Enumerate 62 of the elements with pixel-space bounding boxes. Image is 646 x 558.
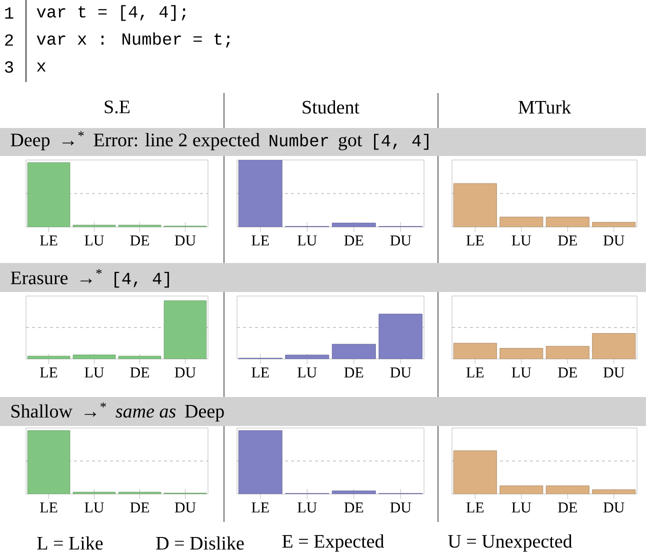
x-tick-label: DU [603,502,624,512]
text: E = Expected [282,534,384,552]
text: 1 [5,7,14,19]
chart-title: MTurk [518,100,572,114]
text: Deep [10,134,50,150]
text: D = Dislike [156,536,244,550]
text: 3 [4,61,14,73]
x-tick-label: LE [466,368,484,378]
x-tick-label: LU [298,236,317,246]
chart-title: Student [302,100,360,114]
x-tick-label: DU [174,236,196,246]
x-tick-label: DE [344,502,364,512]
text: var t = [4, 4]; [36,5,186,21]
x-tick-label: LU [84,236,104,246]
x-tick-label: LE [40,236,58,246]
text: 2 [5,34,13,46]
text: same as [116,408,176,418]
x-tick-label: LE [40,368,58,378]
text: L = Like [37,536,103,550]
text: Number [270,134,328,146]
text: got [338,136,362,150]
x-tick-label: DE [344,368,364,378]
text: →$^{*}$ [62,131,84,146]
text: [4, 4] [114,272,169,288]
x-tick-label: DU [603,368,624,378]
text: U = Unexpected [448,534,572,552]
x-tick-label: LE [252,502,269,512]
x-tick-label: DU [603,236,624,246]
text: Deep [185,405,224,422]
x-tick-label: LE [252,236,269,246]
x-tick-label: DU [390,502,412,512]
x-tick-label: LE [40,502,58,512]
text: →$^{*}$ [80,269,102,284]
x-tick-label: DE [558,236,577,246]
text: Erasure [10,272,68,284]
x-tick-label: DE [558,368,577,378]
x-tick-label: DE [130,502,149,512]
x-tick-label: LU [298,502,317,512]
x-tick-label: LE [252,368,269,378]
x-tick-label: LE [466,502,484,512]
x-tick-label: DE [344,236,364,246]
x-tick-label: LU [512,236,532,246]
x-tick-label: LU [84,368,104,378]
text: x [36,62,46,72]
x-tick-label: DE [130,368,149,378]
x-tick-label: LU [512,368,532,378]
x-tick-label: LE [466,236,484,246]
text: Error: line 2 expected [94,133,260,150]
x-tick-label: LU [298,368,317,378]
x-tick-label: DU [390,236,412,246]
x-tick-label: DE [130,236,149,246]
chart-title: S.E [104,100,130,114]
x-tick-label: LU [84,502,104,512]
text: Shallow [11,404,72,418]
x-tick-label: DE [558,502,577,512]
x-tick-label: DU [174,502,196,512]
text: [4, 4] [374,134,428,150]
text: var x : Number = t; [36,32,230,48]
x-tick-label: DU [390,368,412,378]
x-tick-label: DU [174,368,196,378]
text: →$^{*}$ [84,402,106,417]
x-tick-label: LU [512,502,532,512]
